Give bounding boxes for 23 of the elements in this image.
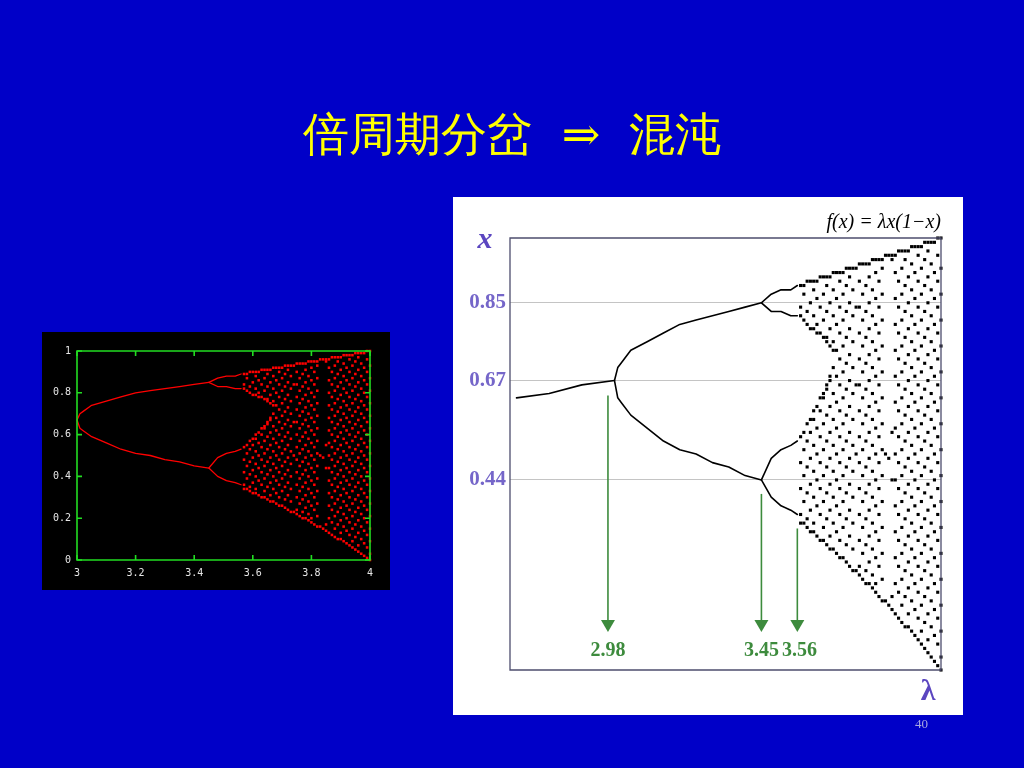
y-tick-label: 0.67 [469, 366, 506, 391]
x-tick-label: 2.98 [590, 638, 626, 661]
x-tick-label: 3 [73, 566, 81, 578]
text: 40 [915, 716, 928, 731]
text: f(x) = λx(1−x) [826, 210, 942, 233]
y-tick-label: 0.4 [52, 469, 71, 481]
y-axis-title: x [476, 220, 493, 254]
text: 倍周期分岔 ⇒ 混沌 [302, 106, 722, 162]
y-tick-label: 0.44 [469, 466, 507, 491]
x-tick-label: 3.2 [126, 566, 145, 578]
y-tick-label: 0.6 [52, 428, 71, 440]
x-tick-label: 3.56 [781, 638, 817, 661]
y-tick-label: 1 [64, 344, 71, 356]
y-tick-label: 0.2 [52, 511, 71, 523]
x-axis-title: λ [920, 672, 936, 706]
y-tick-label: 0.85 [469, 289, 506, 314]
x-tick-label: 3.4 [185, 566, 204, 578]
x-tick-label: 3.8 [302, 566, 321, 578]
x-tick-label: 3.45 [743, 638, 779, 661]
x-tick-label: 4 [366, 566, 374, 578]
x-tick-label: 3.6 [243, 566, 262, 578]
y-tick-label: 0 [64, 553, 71, 565]
y-tick-label: 0.8 [52, 386, 71, 398]
